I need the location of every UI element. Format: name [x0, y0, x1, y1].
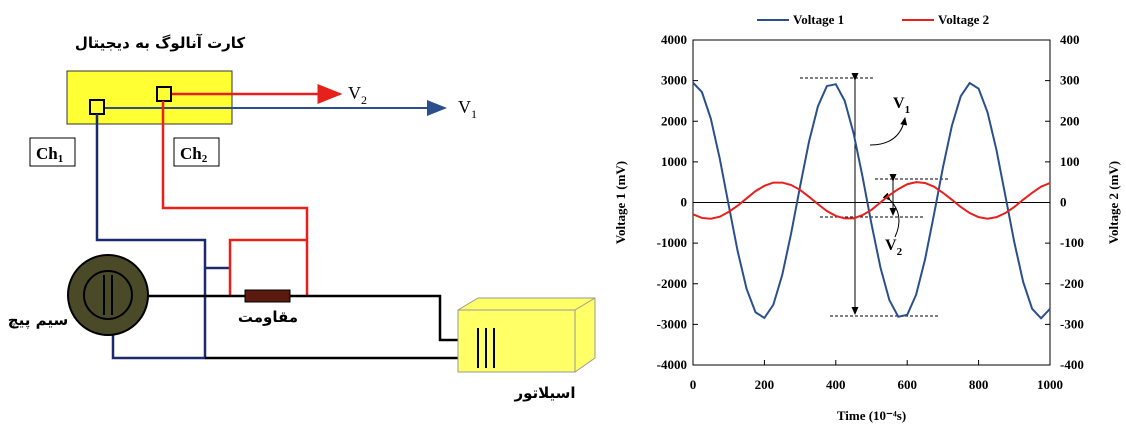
resistor — [245, 290, 290, 302]
series-line — [693, 182, 1050, 219]
x-tick-label: 600 — [897, 377, 917, 392]
resistor-label: مقاومت — [238, 308, 298, 326]
legend-label: Voltage 2 — [938, 12, 989, 27]
wire-red — [163, 101, 307, 296]
port-2 — [157, 87, 171, 101]
y-tick-label: 2000 — [661, 113, 687, 128]
amplitude-guides — [800, 78, 950, 316]
y-tick-label: -1000 — [657, 235, 687, 250]
chart: -4000-3000-2000-100001000200030004000-40… — [613, 12, 1121, 423]
coil-label: سیم پیچ — [8, 311, 68, 330]
y2-axis-label: Voltage 2 (mV) — [1106, 161, 1121, 244]
annotation-sub: 1 — [905, 104, 911, 116]
y-tick-label: 0 — [681, 195, 688, 210]
oscillator-label: اسیلاتور — [513, 384, 575, 402]
y2-tick-label: 200 — [1060, 113, 1080, 128]
y2-tick-label: -200 — [1060, 276, 1084, 291]
adc-card — [67, 71, 232, 124]
x-tick-label: 0 — [690, 377, 697, 392]
y2-tick-label: 400 — [1060, 32, 1080, 47]
diagram: کارت آنالوگ به دیجیتال V2 V1 Ch1 Ch2 مقا… — [8, 34, 595, 402]
series-line — [693, 83, 1050, 319]
annotation: V1 — [893, 95, 910, 116]
v2-label: V2 — [348, 83, 367, 107]
annotation-text: V — [893, 95, 905, 112]
card-title: کارت آنالوگ به دیجیتال — [75, 34, 246, 52]
legend-label: Voltage 1 — [793, 12, 844, 27]
v1-label: V1 — [458, 97, 477, 121]
port-1 — [90, 100, 104, 114]
x-tick-label: 800 — [969, 377, 989, 392]
y-tick-label: 4000 — [661, 32, 687, 47]
y-tick-label: 1000 — [661, 154, 687, 169]
annotation-sub: 2 — [897, 246, 903, 258]
figure: کارت آنالوگ به دیجیتال V2 V1 Ch1 Ch2 مقا… — [0, 0, 1126, 428]
y2-tick-label: 300 — [1060, 73, 1080, 88]
y-axis-label: Voltage 1 (mV) — [613, 161, 628, 244]
coil-knob — [84, 271, 132, 319]
y2-tick-label: -100 — [1060, 235, 1084, 250]
y-tick-label: -2000 — [657, 276, 687, 291]
x-tick-label: 400 — [826, 377, 846, 392]
y2-tick-label: -400 — [1060, 357, 1084, 372]
y2-tick-label: 100 — [1060, 154, 1080, 169]
x-tick-label: 1000 — [1037, 377, 1063, 392]
x-tick-label: 200 — [755, 377, 775, 392]
wire-black — [148, 296, 475, 358]
y-tick-label: -4000 — [657, 357, 687, 372]
annotation: V2 — [885, 237, 903, 258]
y2-tick-label: 0 — [1060, 195, 1067, 210]
y-tick-label: 3000 — [661, 73, 687, 88]
x-axis-label: Time (10⁻⁴s) — [837, 408, 906, 423]
y2-tick-label: -300 — [1060, 316, 1084, 331]
y-tick-label: -3000 — [657, 316, 687, 331]
annotation-text: V — [885, 237, 897, 254]
